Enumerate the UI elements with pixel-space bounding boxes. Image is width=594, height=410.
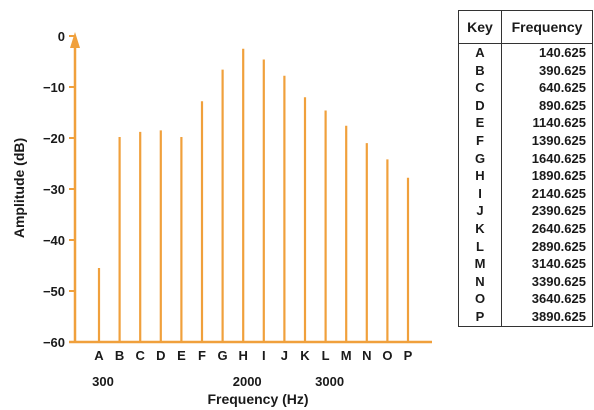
key-cell: H bbox=[458, 167, 502, 185]
y-tick-label: −60 bbox=[43, 335, 65, 350]
key-cell: D bbox=[458, 96, 502, 115]
table-row: O 3640.625 bbox=[458, 290, 593, 308]
frequency-cell: 2140.625 bbox=[501, 184, 593, 203]
key-cell: I bbox=[458, 184, 502, 203]
key-cell: F bbox=[458, 131, 502, 150]
y-axis bbox=[70, 32, 80, 342]
frequency-cell: 1890.625 bbox=[501, 167, 593, 185]
frequency-key-table: Key Frequency A 140.625 B 390.625 C 640.625 D 8… bbox=[458, 10, 593, 327]
table-row: N 3390.625 bbox=[458, 272, 593, 291]
x-tick-label: F bbox=[198, 348, 206, 363]
column-header-frequency: Frequency bbox=[501, 10, 593, 44]
frequency-cell: 3390.625 bbox=[501, 272, 593, 291]
x-tick-label: C bbox=[136, 348, 146, 363]
frequency-cell: 3640.625 bbox=[501, 290, 593, 308]
x-tick-label: M bbox=[341, 348, 352, 363]
table-row: G 1640.625 bbox=[458, 149, 593, 168]
frequency-mark-label: 2000 bbox=[233, 374, 262, 389]
bars bbox=[97, 48, 410, 342]
x-tick-label: L bbox=[322, 348, 330, 363]
table-row: M 3140.625 bbox=[458, 255, 593, 273]
table-row: I 2140.625 bbox=[458, 184, 593, 203]
y-tick-label: −20 bbox=[43, 131, 65, 146]
frequency-cell: 3140.625 bbox=[501, 255, 593, 273]
frequency-cell: 1390.625 bbox=[501, 131, 593, 150]
key-cell: J bbox=[458, 202, 502, 220]
x-tick-label: D bbox=[156, 348, 165, 363]
key-cell: O bbox=[458, 290, 502, 308]
table-row: F 1390.625 bbox=[458, 131, 593, 150]
table-header-row: Key Frequency bbox=[458, 10, 593, 44]
x-tick-label: E bbox=[177, 348, 186, 363]
frequency-cell: 140.625 bbox=[501, 43, 593, 62]
y-tick-label: −50 bbox=[43, 284, 65, 299]
x-tick-label: O bbox=[382, 348, 392, 363]
frequency-cell: 640.625 bbox=[501, 79, 593, 97]
x-tick-label: K bbox=[300, 348, 310, 363]
frequency-cell: 2890.625 bbox=[501, 237, 593, 256]
table-row: P 3890.625 bbox=[458, 307, 593, 327]
key-cell: P bbox=[458, 307, 502, 327]
table-row: L 2890.625 bbox=[458, 237, 593, 256]
frequency-cell: 1640.625 bbox=[501, 149, 593, 168]
table-row: A 140.625 bbox=[458, 43, 593, 62]
x-tick-label: N bbox=[362, 348, 371, 363]
y-tick-label: −30 bbox=[43, 182, 65, 197]
key-cell: L bbox=[458, 237, 502, 256]
frequency-cell: 3890.625 bbox=[501, 307, 593, 327]
table-body: A 140.625 B 390.625 C 640.625 D 890.625 E 1140.62… bbox=[458, 43, 593, 327]
table-row: H 1890.625 bbox=[458, 167, 593, 185]
table-row: K 2640.625 bbox=[458, 219, 593, 238]
y-tick-label: −40 bbox=[43, 233, 65, 248]
table-row: J 2390.625 bbox=[458, 202, 593, 220]
x-tick-label: H bbox=[239, 348, 248, 363]
x-tick-label: B bbox=[115, 348, 124, 363]
table-row: B 390.625 bbox=[458, 61, 593, 80]
table-row: D 890.625 bbox=[458, 96, 593, 115]
x-tick-label: A bbox=[94, 348, 104, 363]
key-cell: G bbox=[458, 149, 502, 168]
frequency-cell: 2640.625 bbox=[501, 219, 593, 238]
y-axis-title: Amplitude (dB) bbox=[11, 138, 27, 238]
key-cell: E bbox=[458, 114, 502, 132]
key-cell: B bbox=[458, 61, 502, 80]
key-cell: N bbox=[458, 272, 502, 291]
table-row: E 1140.625 bbox=[458, 114, 593, 132]
frequency-mark-label: 300 bbox=[92, 374, 114, 389]
key-cell: C bbox=[458, 79, 502, 97]
x-axis-title: Frequency (Hz) bbox=[207, 391, 308, 407]
frequency-mark-label: 3000 bbox=[315, 374, 344, 389]
frequency-cell: 2390.625 bbox=[501, 202, 593, 220]
y-tick-label: 0 bbox=[58, 29, 65, 44]
frequency-cell: 890.625 bbox=[501, 96, 593, 115]
x-tick-label: P bbox=[404, 348, 413, 363]
x-tick-label: G bbox=[218, 348, 228, 363]
y-ticks: 0 −10 −20 −30 −40 −50 −60 bbox=[43, 29, 75, 350]
y-tick-label: −10 bbox=[43, 80, 65, 95]
column-header-key: Key bbox=[458, 10, 502, 44]
key-cell: A bbox=[458, 43, 502, 62]
table-row: C 640.625 bbox=[458, 79, 593, 97]
y-axis-arrow bbox=[70, 32, 80, 48]
x-tick-label: I bbox=[262, 348, 266, 363]
frequency-cell: 390.625 bbox=[501, 61, 593, 80]
frequency-cell: 1140.625 bbox=[501, 114, 593, 132]
frequency-marks: 300 2000 3000 bbox=[92, 374, 344, 389]
key-cell: K bbox=[458, 219, 502, 238]
key-cell: M bbox=[458, 255, 502, 273]
x-tick-label: J bbox=[281, 348, 288, 363]
